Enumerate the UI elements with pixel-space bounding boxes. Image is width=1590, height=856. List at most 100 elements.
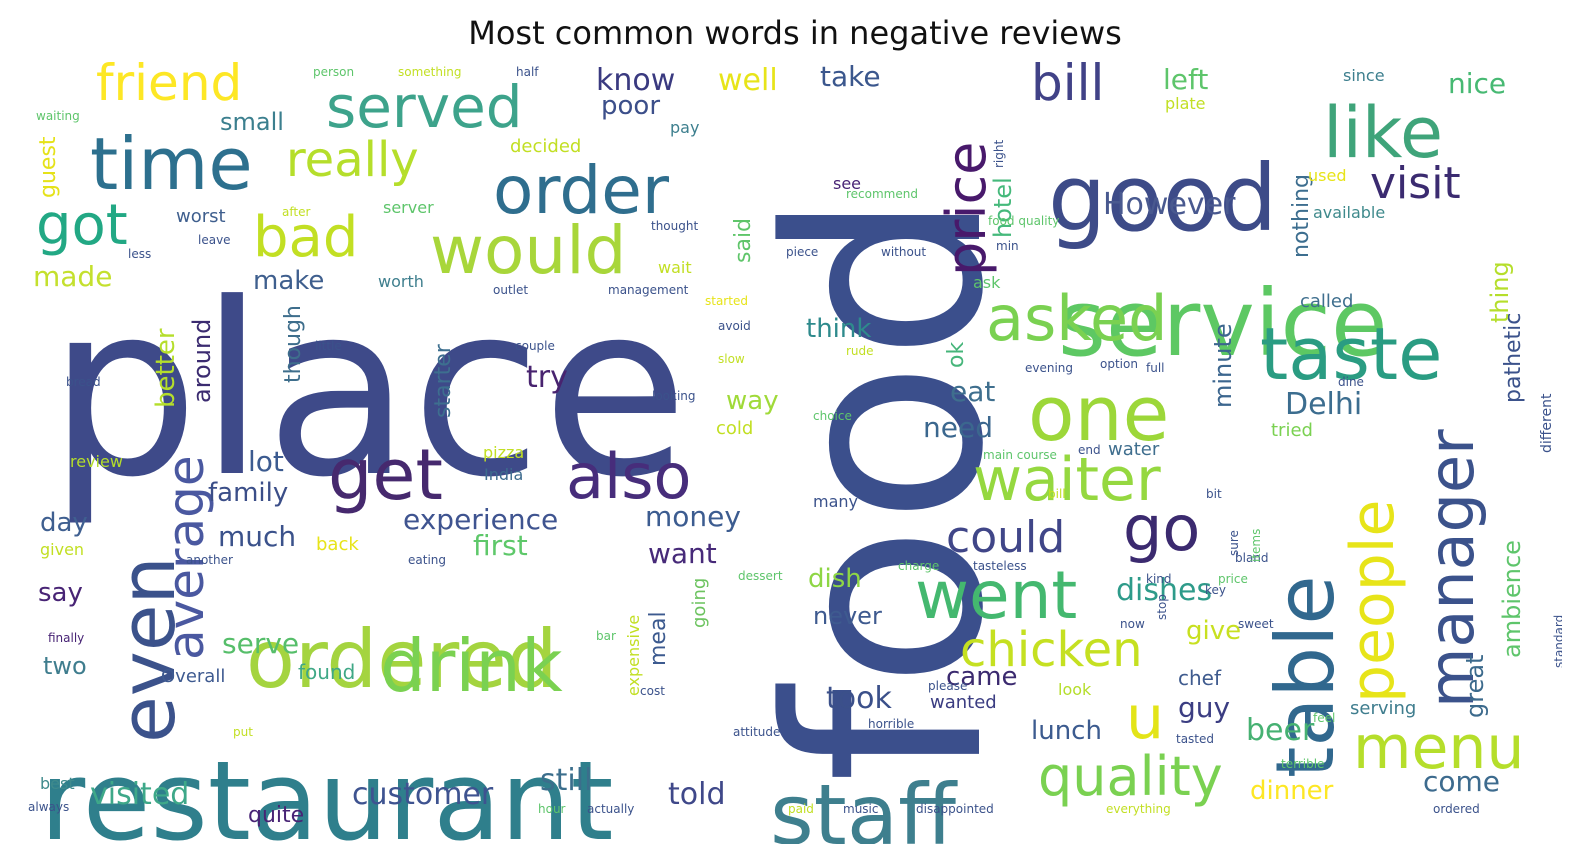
word-ask: ask (973, 273, 1001, 292)
word-wanted: wanted (930, 692, 997, 713)
word-pay: pay (670, 118, 700, 137)
word-price: price (935, 141, 998, 276)
word-ordered: ordered (1433, 802, 1480, 816)
word-stop: stop (1155, 594, 1169, 620)
word-know: know (596, 63, 676, 98)
word-got: got (36, 193, 128, 258)
word-two: two (43, 652, 87, 680)
word-available: available (1313, 203, 1386, 222)
word-waiting: waiting (36, 109, 80, 123)
word-horrible: horrible (868, 717, 915, 731)
word-dishes: dishes (1116, 573, 1213, 608)
word-management: management (608, 283, 689, 297)
word-poor: poor (601, 91, 661, 121)
word-cost: cost (640, 684, 665, 698)
word-end: end (1078, 443, 1101, 457)
word-since: since (1343, 66, 1385, 85)
word-something: something (398, 65, 462, 79)
word-never: never (813, 602, 882, 630)
word-sweet: sweet (1238, 617, 1274, 631)
word-bill: bill (1031, 58, 1105, 112)
word-standard: standard (1552, 614, 1562, 668)
word-drink: drink (380, 624, 563, 708)
word-sure: sure (1227, 530, 1241, 556)
word-main-course: main course (983, 448, 1057, 462)
word-think: think (806, 314, 872, 344)
word-place: place (48, 253, 689, 530)
word-friend: friend (96, 58, 243, 112)
word-nothing: nothing (1289, 174, 1314, 258)
word-little: little (315, 339, 342, 353)
word-went: went (915, 557, 1078, 634)
word-need: need (923, 411, 993, 444)
word-get: get (328, 434, 443, 516)
word-day: day (40, 508, 88, 538)
word-serve: serve (222, 627, 300, 660)
word-overall: Overall (161, 666, 226, 687)
word-disappointed: disappointed (916, 802, 994, 816)
word-right: right (992, 139, 1006, 168)
word-plate: plate (1165, 94, 1206, 113)
word-choice: choice (813, 409, 852, 423)
word-many: many (813, 492, 858, 511)
word-music: music (843, 802, 879, 816)
word-would: would (430, 212, 627, 289)
word-bad: bad (253, 205, 359, 270)
word-actually: actually (587, 802, 635, 816)
word-started: started (705, 294, 748, 308)
word-take: take (820, 60, 881, 93)
word-lot: lot (248, 445, 284, 478)
word-service: service (1058, 270, 1388, 377)
word-minute: minute (1209, 323, 1237, 408)
word-food-quality: food quality (988, 214, 1060, 228)
word-came: came (946, 662, 1018, 692)
word-quite: quite (248, 803, 305, 828)
word-tasted: tasted (1176, 732, 1215, 746)
word-delhi: Delhi (1285, 387, 1363, 422)
word-also: also (566, 440, 692, 513)
word-dish: dish (808, 564, 862, 594)
word-less: less (128, 247, 152, 261)
word-look: look (1058, 680, 1092, 699)
word-cold: cold (716, 418, 754, 439)
word-dine: dine (1338, 375, 1364, 389)
word-couple: couple (515, 339, 555, 353)
word-used: used (1308, 166, 1347, 185)
word-kind: kind (1146, 572, 1172, 586)
word-chef: chef (1178, 666, 1222, 690)
word-terrible: terrible (1281, 757, 1325, 771)
word-starter: starter (431, 344, 456, 418)
word-now: now (1120, 617, 1145, 631)
word-guy: guy (1178, 691, 1231, 724)
word-dinner: dinner (1250, 776, 1334, 806)
word-pizza: pizza (483, 443, 525, 462)
word-server: server (383, 198, 434, 217)
word-first: first (473, 529, 528, 562)
word-feel: feel (1313, 711, 1336, 725)
wordcloud: food place restaurant service staff good order… (28, 58, 1562, 844)
word-good: good (1048, 145, 1278, 252)
word-eat: eat (950, 375, 996, 408)
word-please: please (928, 679, 968, 693)
word-review: review (70, 452, 123, 471)
word-looking: looking (652, 389, 696, 403)
word-quality: quality (1038, 745, 1223, 808)
word-meal: meal (646, 611, 671, 666)
word-come: come (1423, 765, 1501, 798)
word-india: India (484, 465, 524, 484)
word-give: give (1186, 616, 1242, 646)
word-lunch: lunch (1031, 716, 1102, 746)
word-chicken: chicken (960, 622, 1143, 678)
word-u: u (1126, 683, 1165, 753)
word-go: go (1123, 492, 1201, 565)
word-decided: decided (510, 136, 582, 157)
word-called: called (1300, 291, 1354, 312)
word-tasteless: tasteless (973, 559, 1027, 573)
word-waiter: waiter (973, 445, 1161, 515)
word-one: one (1028, 369, 1170, 458)
word-took: took (826, 681, 892, 716)
word-different: different (1539, 393, 1555, 453)
word-without: without (881, 245, 927, 259)
word-eating: eating (408, 553, 446, 567)
word-menu: menu (1353, 713, 1525, 783)
